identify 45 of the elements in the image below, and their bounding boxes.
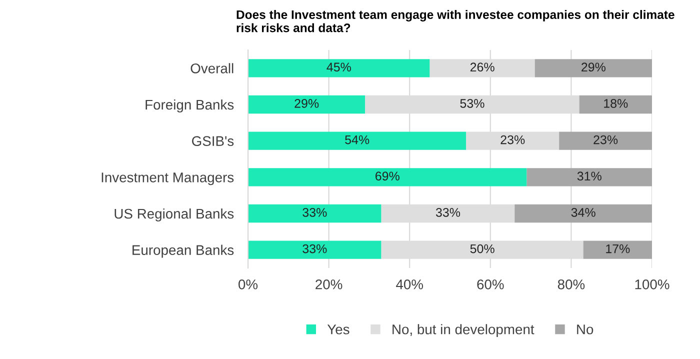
bar bbox=[248, 95, 366, 114]
x-tick-label: 60% bbox=[477, 279, 504, 290]
bar bbox=[559, 132, 652, 150]
y-tick-label: Overall bbox=[190, 63, 234, 74]
data-label: 26% bbox=[470, 62, 494, 72]
x-tick-label: 100% bbox=[635, 279, 670, 290]
data-label: 34% bbox=[571, 208, 596, 217]
x-tick-label: 20% bbox=[316, 279, 342, 290]
chart-title: Does the Investment team engage with investee companies on their climate risk risks and data? bbox=[236, 10, 674, 32]
x-tick-label: 40% bbox=[396, 279, 424, 290]
bar bbox=[579, 95, 652, 114]
bar bbox=[248, 240, 382, 259]
data-label: 29% bbox=[294, 99, 319, 108]
data-label: 29% bbox=[582, 62, 606, 72]
legend-label: No, but in development bbox=[392, 324, 534, 338]
data-label: 23% bbox=[594, 135, 618, 144]
data-label: 69% bbox=[376, 172, 400, 181]
data-label: 33% bbox=[436, 208, 460, 217]
y-tick-label: US Regional Banks bbox=[114, 208, 234, 222]
data-label: 45% bbox=[326, 62, 351, 72]
data-label: 31% bbox=[577, 172, 602, 181]
data-label: 50% bbox=[470, 244, 494, 254]
data-label: 18% bbox=[604, 99, 628, 108]
y-tick-label: Foreign Banks bbox=[146, 99, 234, 112]
bar bbox=[248, 59, 430, 78]
bar bbox=[583, 240, 652, 259]
data-label: 33% bbox=[302, 208, 327, 217]
data-label: 54% bbox=[345, 135, 370, 144]
x-tick-label: 80% bbox=[558, 279, 585, 290]
data-label: 33% bbox=[302, 244, 327, 254]
data-label: 17% bbox=[606, 244, 630, 254]
bar bbox=[248, 132, 466, 150]
bar bbox=[514, 204, 652, 223]
x-tick-label: 0% bbox=[238, 279, 258, 290]
bar bbox=[534, 59, 652, 78]
y-tick-label: GSIB's bbox=[192, 136, 234, 146]
data-label: 23% bbox=[500, 135, 525, 144]
bar bbox=[248, 168, 527, 186]
bar bbox=[248, 204, 382, 223]
y-tick-label: European Banks bbox=[132, 244, 234, 258]
data-label: 53% bbox=[460, 99, 484, 108]
y-tick-label: Investment Managers bbox=[102, 172, 234, 186]
bar bbox=[526, 168, 652, 186]
legend-label: No bbox=[577, 324, 594, 334]
legend-label: Yes bbox=[327, 324, 350, 334]
